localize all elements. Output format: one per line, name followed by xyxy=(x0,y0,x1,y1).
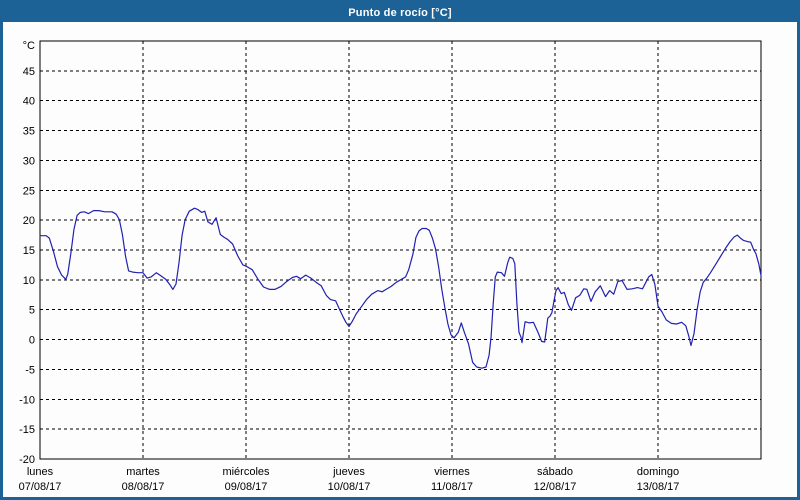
y-axis-unit-label: °C xyxy=(23,40,35,52)
window-title: Punto de rocío [°C] xyxy=(348,6,452,19)
y-tick-label: -5 xyxy=(25,364,35,376)
x-day-label: lunes xyxy=(27,466,54,478)
x-date-label: 09/08/17 xyxy=(225,481,268,493)
y-tick-label: 30 xyxy=(23,155,35,167)
x-day-label: sábado xyxy=(537,466,573,478)
x-date-label: 10/08/17 xyxy=(328,481,371,493)
y-tick-label: 0 xyxy=(29,335,35,347)
y-tick-label: 40 xyxy=(23,96,35,108)
y-tick-label: 35 xyxy=(23,126,35,138)
y-tick-label: -20 xyxy=(19,454,35,466)
x-date-label: 13/08/17 xyxy=(637,481,680,493)
plot-border xyxy=(39,40,762,460)
data-line xyxy=(39,207,762,369)
y-tick-label: -10 xyxy=(19,394,35,406)
title-bar: Punto de rocío [°C] xyxy=(3,3,797,22)
y-tick-label: 45 xyxy=(23,66,35,78)
y-tick-label: 15 xyxy=(23,245,35,257)
x-day-label: domingo xyxy=(637,466,679,478)
x-day-label: martes xyxy=(126,466,160,478)
y-tick-label: 20 xyxy=(23,215,35,227)
y-tick-label: 5 xyxy=(29,305,35,317)
y-tick-label: 25 xyxy=(23,185,35,197)
x-day-label: viernes xyxy=(434,466,470,478)
x-date-label: 11/08/17 xyxy=(431,481,473,493)
x-day-label: miércoles xyxy=(222,466,270,478)
x-date-label: 08/08/17 xyxy=(122,481,165,493)
x-date-label: 12/08/17 xyxy=(534,481,577,493)
y-tick-label: -15 xyxy=(19,424,35,436)
y-tick-label: 10 xyxy=(23,275,35,287)
x-day-label: jueves xyxy=(332,466,365,478)
x-date-label: 07/08/17 xyxy=(19,481,62,493)
